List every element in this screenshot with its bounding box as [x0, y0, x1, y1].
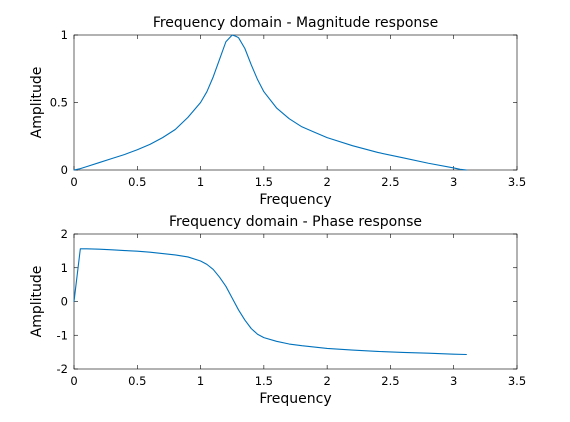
- chart-2-y-axis-label: Amplitude: [29, 266, 45, 338]
- chart-1-title: Frequency domain - Magnitude response: [153, 15, 438, 31]
- chart-1-x-tick-label: 3.5: [508, 175, 526, 189]
- chart-2-y-tick-label: 2: [61, 227, 68, 241]
- chart-1-x-axis-label: Frequency: [259, 192, 331, 208]
- chart-2-x-tick-label: 2.5: [381, 374, 399, 388]
- chart-1-x-tick-label: 2.5: [381, 175, 399, 189]
- chart-1-y-tick-label: 0.5: [50, 96, 68, 110]
- chart-2-series-line: [73, 248, 467, 356]
- chart-2-x-tick-label: 3.5: [508, 374, 526, 388]
- chart-2-y-tick-label: 0: [61, 295, 68, 309]
- chart-1-x-tick-label: 0.5: [128, 175, 146, 189]
- chart-2-y-tick-label: -1: [57, 328, 68, 342]
- chart-2-x-tick-label: 1: [197, 374, 204, 388]
- chart-2-x-tick-label: 0: [70, 374, 77, 388]
- chart-2-x-axis-label: Frequency: [259, 391, 331, 407]
- chart-1-y-tick-label: 1: [61, 28, 68, 42]
- chart-1-x-tick-label: 3: [450, 175, 457, 189]
- chart-1-y-tick-label: 0: [61, 163, 68, 177]
- chart-1-x-tick-label: 2: [323, 175, 330, 189]
- chart-1-x-tick-label: 0: [70, 175, 77, 189]
- chart-2-x-tick-label: 0.5: [128, 374, 146, 388]
- chart-2-x-tick-label: 1.5: [255, 374, 273, 388]
- chart-2-title: Frequency domain - Phase response: [169, 214, 422, 230]
- chart-2-y-tick-label: -2: [57, 362, 68, 376]
- chart-2-y-tick-label: 1: [61, 261, 68, 275]
- chart-2-x-tick-label: 3: [450, 374, 457, 388]
- chart-1-x-tick-label: 1.5: [255, 175, 273, 189]
- chart-2-plot-area: [73, 233, 518, 370]
- chart-1-x-tick-label: 1: [197, 175, 204, 189]
- chart-2-x-tick-label: 2: [323, 374, 330, 388]
- chart-1-plot-area: [73, 34, 518, 171]
- chart-1-y-axis-label: Amplitude: [29, 67, 45, 139]
- chart-1-series-line: [73, 34, 467, 171]
